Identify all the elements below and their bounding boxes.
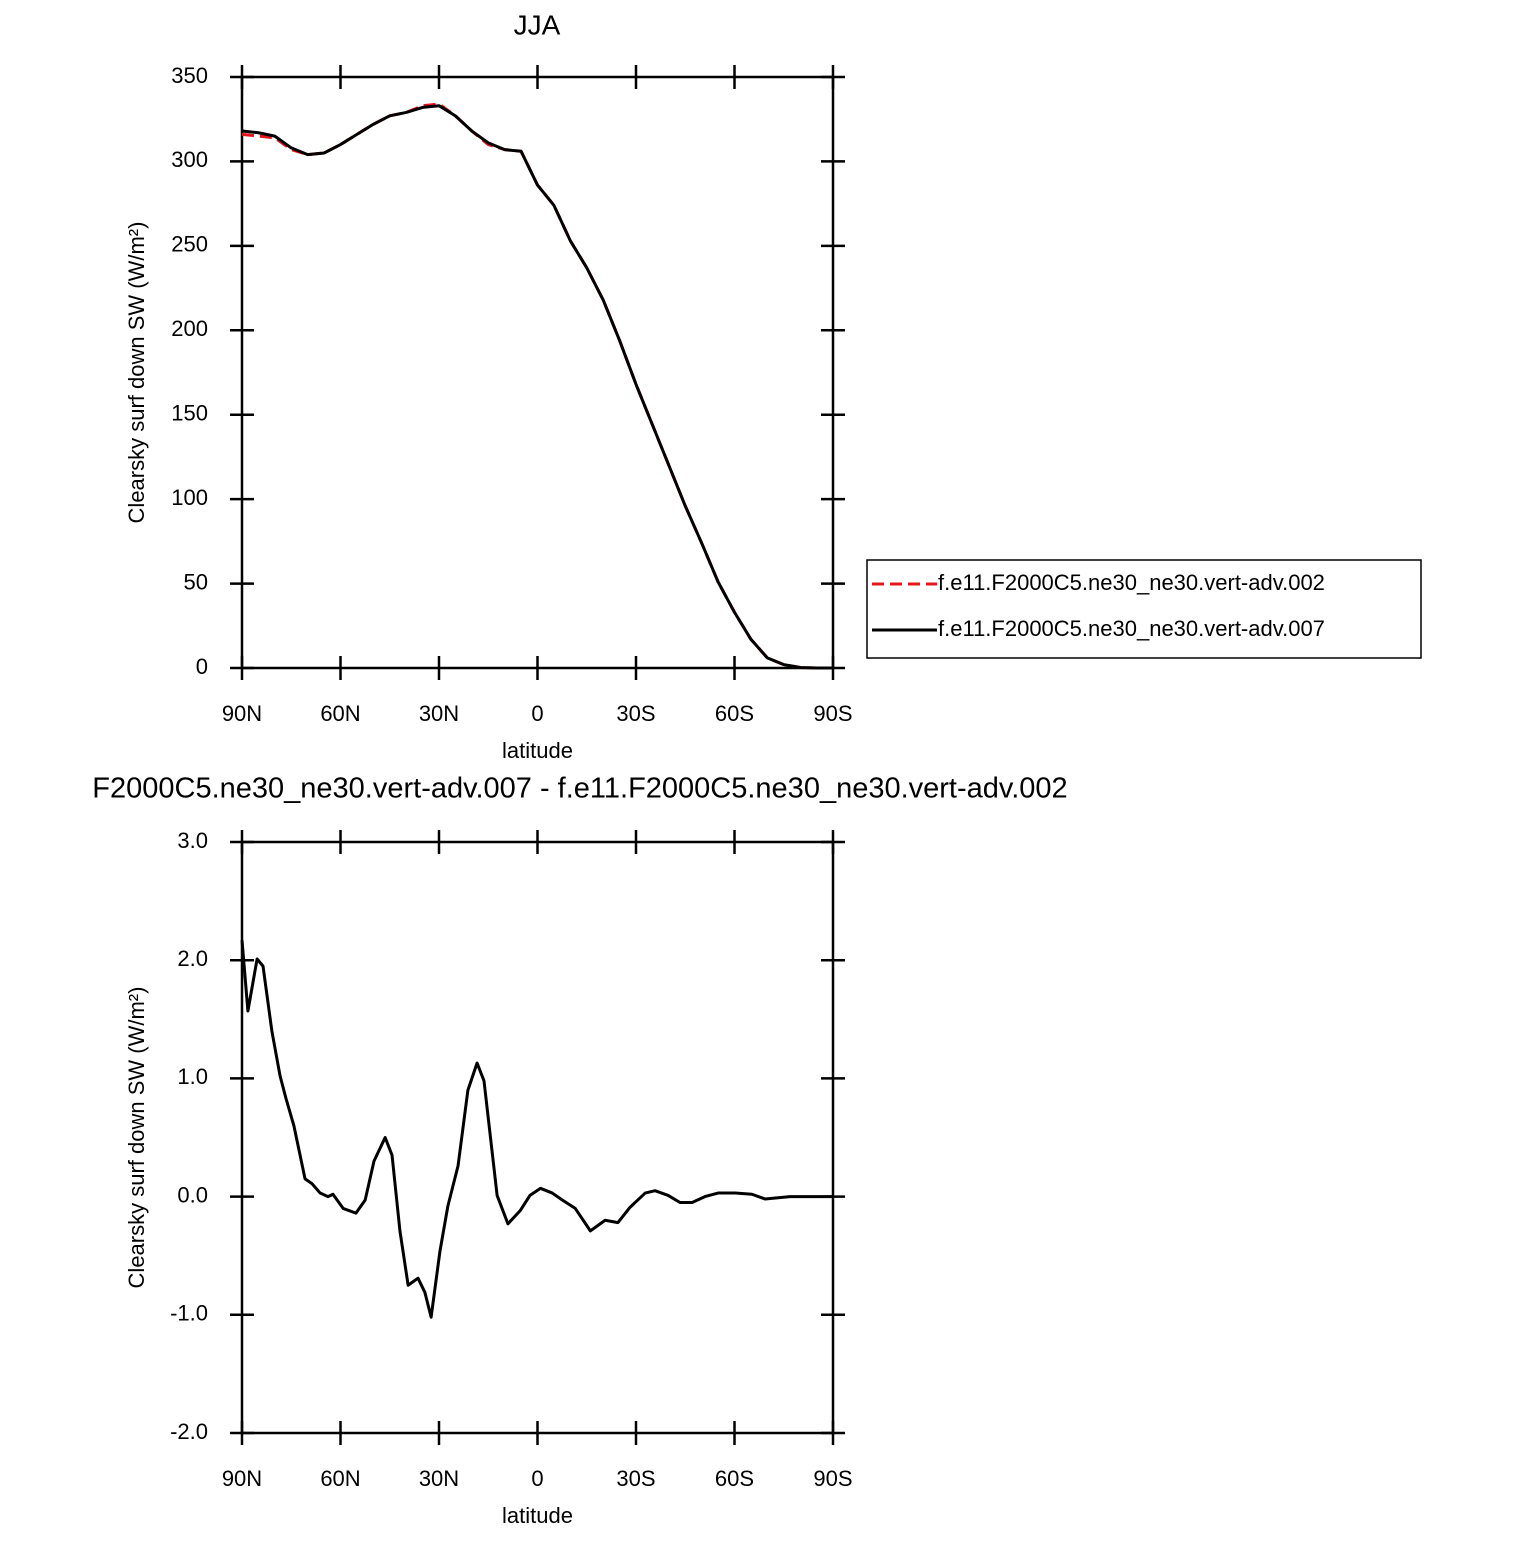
x-tick-label: 60N (320, 701, 360, 726)
y-tick-label: 0 (196, 654, 208, 679)
y-tick-label: -2.0 (170, 1419, 208, 1444)
y-tick-label: 250 (171, 232, 208, 257)
y-axis-label: Clearsky surf down SW (W/m²) (124, 222, 149, 524)
y-tick-label: -1.0 (170, 1301, 208, 1326)
x-tick-label: 90S (813, 1466, 852, 1491)
x-axis-label: latitude (502, 1503, 573, 1528)
data-line (241, 104, 833, 670)
y-tick-label: 3.0 (177, 828, 208, 853)
x-tick-label: 90N (222, 701, 262, 726)
plot-frame (240, 75, 835, 670)
x-tick-label: 60N (320, 1466, 360, 1491)
x-tick-label: 90S (813, 701, 852, 726)
x-tick-label: 30N (419, 701, 459, 726)
legend-label: f.e11.F2000C5.ne30_ne30.vert-adv.002 (938, 570, 1325, 595)
y-tick-label: 1.0 (177, 1064, 208, 1089)
x-tick-label: 30S (616, 1466, 655, 1491)
y-tick-label: 2.0 (177, 946, 208, 971)
chart-title: JJA (514, 9, 561, 40)
y-tick-label: 350 (171, 63, 208, 88)
data-line (240, 939, 833, 1319)
y-axis-label: Clearsky surf down SW (W/m²) (124, 987, 149, 1289)
y-tick-label: 100 (171, 485, 208, 510)
y-tick-label: 0.0 (177, 1182, 208, 1207)
x-tick-label: 30N (419, 1466, 459, 1491)
y-tick-label: 200 (171, 316, 208, 341)
legend-box (866, 559, 1422, 659)
y-tick-label: 300 (171, 147, 208, 172)
legend-label: f.e11.F2000C5.ne30_ne30.vert-adv.007 (938, 616, 1325, 641)
x-axis-label: latitude (502, 738, 573, 763)
y-tick-label: 50 (184, 569, 208, 594)
x-tick-label: 90N (222, 1466, 262, 1491)
chart-title: F2000C5.ne30_ne30.vert-adv.007 - f.e11.F… (92, 773, 1067, 805)
x-tick-label: 60S (715, 1466, 754, 1491)
plot-frame (240, 840, 835, 1435)
data-line (241, 102, 833, 670)
x-tick-label: 0 (531, 701, 543, 726)
x-tick-label: 60S (715, 701, 754, 726)
y-tick-label: 150 (171, 401, 208, 426)
x-tick-label: 0 (531, 1466, 543, 1491)
x-tick-label: 30S (616, 701, 655, 726)
